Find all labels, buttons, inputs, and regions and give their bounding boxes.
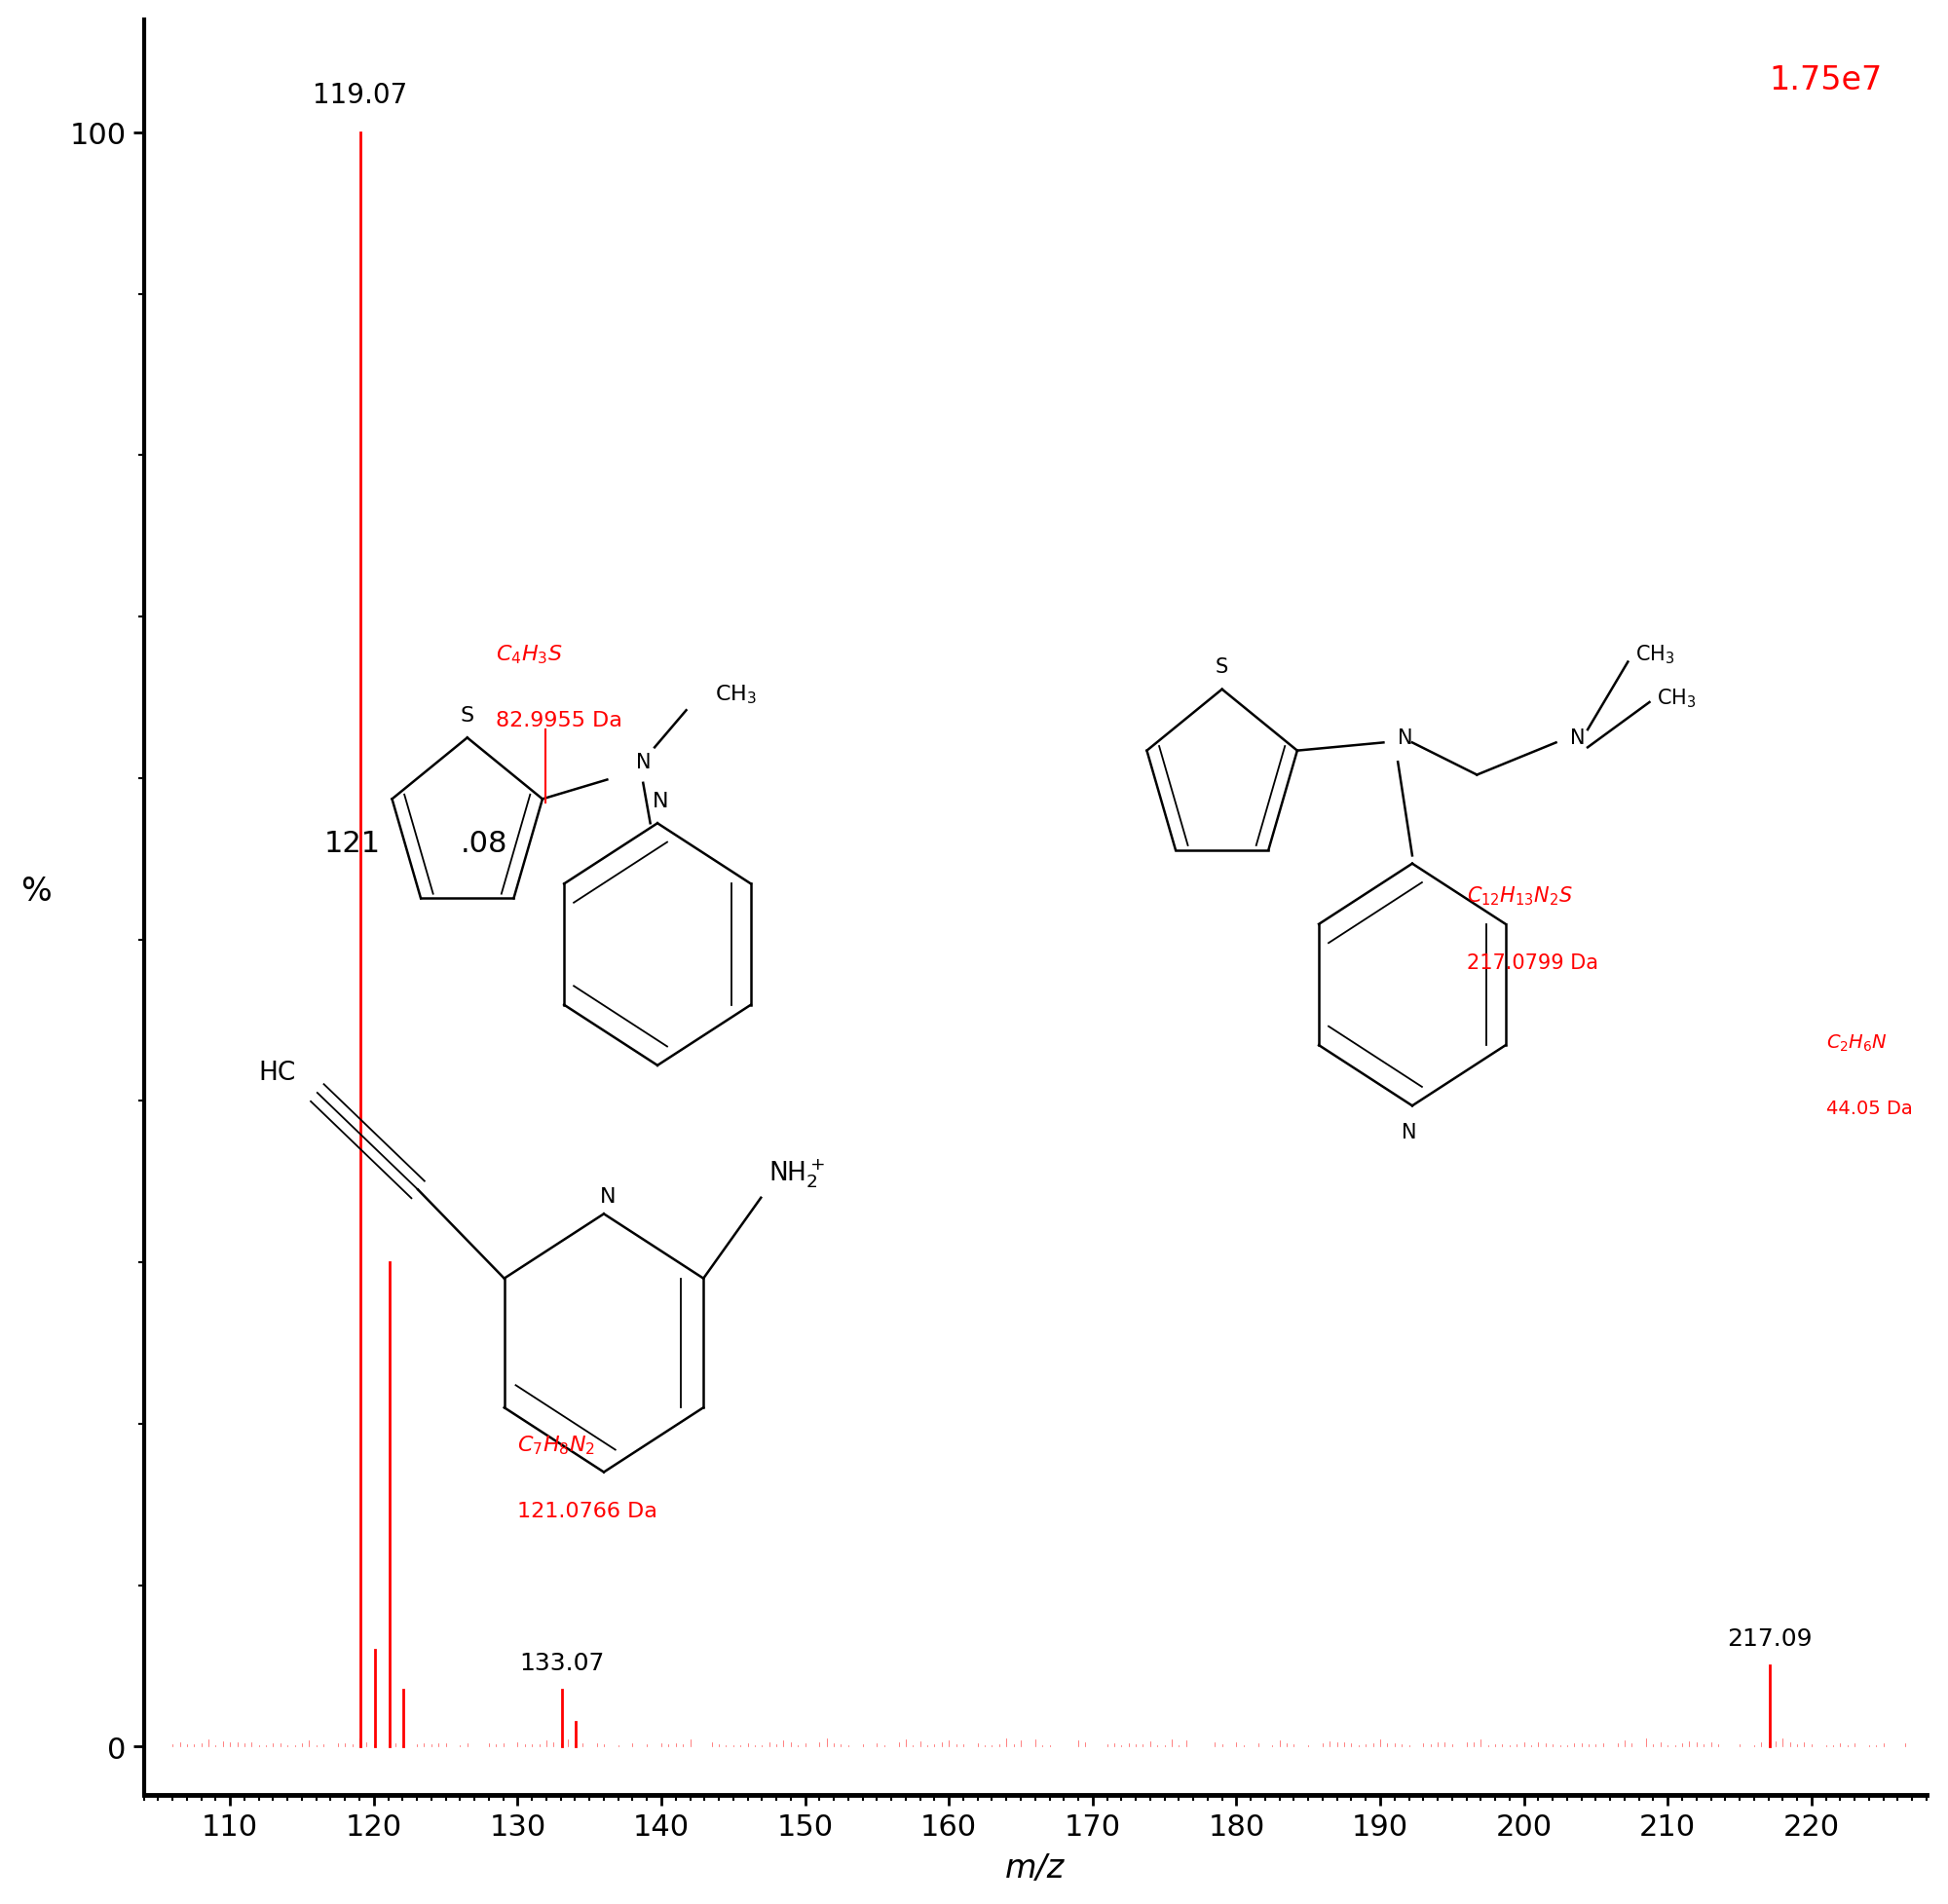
Text: $C_7H_8N_2$: $C_7H_8N_2$ — [518, 1434, 596, 1457]
Text: 44.05 Da: 44.05 Da — [1825, 1099, 1913, 1118]
Text: S: S — [1216, 657, 1229, 678]
Text: N: N — [1570, 729, 1586, 748]
Text: N: N — [635, 752, 651, 773]
Text: NH$_2^+$: NH$_2^+$ — [768, 1158, 824, 1190]
Text: 133.07: 133.07 — [520, 1651, 604, 1674]
Text: CH$_3$: CH$_3$ — [1656, 687, 1697, 710]
Text: 1.75e7: 1.75e7 — [1769, 65, 1882, 97]
Text: S: S — [460, 706, 473, 725]
Text: N: N — [1397, 729, 1412, 748]
Text: 82.9955 Da: 82.9955 Da — [497, 710, 623, 729]
Text: 119.07: 119.07 — [314, 82, 407, 109]
Text: 217.09: 217.09 — [1728, 1626, 1812, 1649]
Text: HC: HC — [259, 1061, 296, 1085]
Text: 121.0766 Da: 121.0766 Da — [518, 1500, 658, 1521]
Text: 121: 121 — [325, 828, 382, 857]
Y-axis label: %: % — [19, 876, 51, 908]
Text: $C_2H_6N$: $C_2H_6N$ — [1825, 1032, 1888, 1053]
Text: N: N — [1403, 1121, 1416, 1142]
Text: $C_{12}H_{13}N_2S$: $C_{12}H_{13}N_2S$ — [1467, 885, 1572, 908]
Text: $C_4H_3S$: $C_4H_3S$ — [497, 644, 563, 666]
Text: 217.0799 Da: 217.0799 Da — [1467, 952, 1597, 973]
Text: CH$_3$: CH$_3$ — [1634, 644, 1675, 666]
Text: CH$_3$: CH$_3$ — [715, 684, 758, 706]
Text: N: N — [653, 792, 668, 811]
Text: .08: .08 — [460, 828, 506, 857]
X-axis label: m/z: m/z — [1005, 1851, 1066, 1883]
Text: N: N — [600, 1186, 616, 1205]
